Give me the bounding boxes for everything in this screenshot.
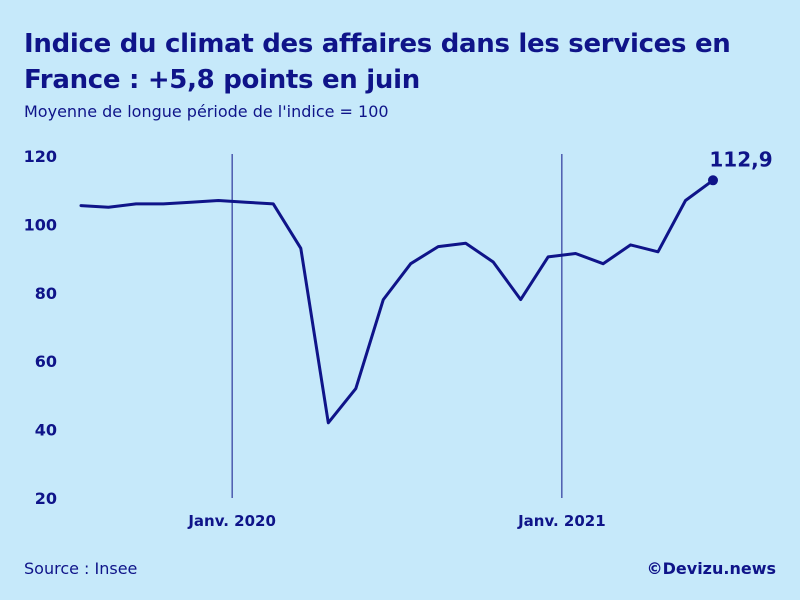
x-axis-markers: Janv. 2020 Janv. 2021 — [187, 154, 606, 530]
y-tick-label: 60 — [35, 352, 57, 371]
series-line — [79, 178, 715, 425]
last-point-marker — [708, 175, 718, 186]
line-chart: 20 40 60 80 100 120 Janv. 2020 Janv. 2021 112,… — [24, 147, 773, 530]
x-marker-label: Janv. 2020 — [187, 512, 276, 530]
annotation-layer: 112,9 — [708, 147, 773, 186]
y-tick-label: 100 — [24, 215, 57, 234]
y-tick-label: 80 — [35, 284, 57, 303]
x-marker-label: Janv. 2021 — [517, 512, 606, 530]
last-value-label: 112,9 — [709, 147, 772, 171]
source-note: Source : Insee — [24, 559, 138, 578]
y-tick-label: 120 — [24, 147, 57, 166]
y-axis-ticks: 20 40 60 80 100 120 — [24, 147, 57, 508]
series-layer — [79, 178, 715, 425]
chart-subtitle: Moyenne de longue période de l'indice = … — [24, 102, 389, 121]
credit-label: ©Devizu.news — [646, 559, 776, 578]
y-tick-label: 20 — [35, 489, 57, 508]
y-tick-label: 40 — [35, 421, 57, 440]
chart-title: Indice du climat des affaires dans les s… — [24, 29, 731, 95]
